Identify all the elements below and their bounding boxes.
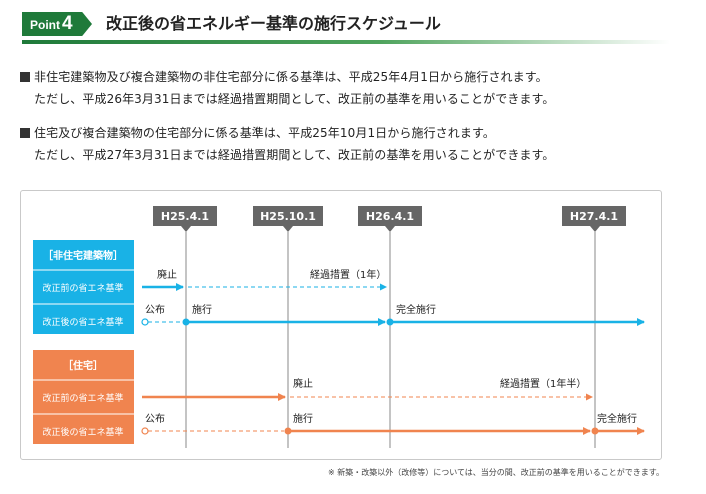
non-residential-old-standard-bar: 廃止 経過措置（1年） [142, 268, 387, 291]
row-label: 改正後の省エネ基準 [42, 426, 123, 438]
section-heading: ［住宅］ [63, 359, 103, 372]
badge-word: Point [30, 18, 60, 32]
transition-label: 経過措置（1年） [310, 268, 386, 281]
abolish-label: 廃止 [157, 268, 177, 281]
badge-number: 4 [62, 13, 73, 34]
row-label: 改正前の省エネ基準 [42, 282, 123, 294]
paragraph-non-residential: 非住宅建築物及び複合建築物の非住宅部分に係る基準は、平成25年4月1日から施行さ… [20, 66, 555, 110]
full-enforce-label: 完全施行 [396, 303, 436, 316]
paragraph-residential: 住宅及び複合建築物の住宅部分に係る基準は、平成25年10月1日から施行されます。… [20, 122, 555, 166]
paragraph-line: 住宅及び複合建築物の住宅部分に係る基準は、平成25年10月1日から施行されます。 [34, 126, 495, 140]
bullet-square-icon [20, 128, 30, 138]
title-underline [22, 40, 670, 44]
date-tag-h25-4-1: H25.4.1 [153, 206, 217, 232]
residential-old-standard-bar: 廃止 経過措置（1年半） [142, 377, 593, 401]
date-tag-h26-4-1: H26.4.1 [358, 206, 422, 232]
abolish-label: 廃止 [293, 377, 313, 390]
page-title: 改正後の省エネルギー基準の施行スケジュール [106, 14, 441, 33]
full-enforce-label: 完全施行 [597, 412, 637, 425]
date-label: H27.4.1 [570, 210, 618, 223]
row-label: 改正後の省エネ基準 [42, 316, 123, 328]
date-gridlines [185, 232, 596, 448]
announce-label: 公布 [145, 304, 165, 316]
non-residential-label-block: ［非住宅建築物］ 改正前の省エネ基準 改正後の省エネ基準 [33, 240, 134, 334]
section-heading: ［非住宅建築物］ [43, 249, 123, 262]
date-label: H26.4.1 [366, 210, 414, 223]
date-tag-h27-4-1: H27.4.1 [562, 206, 626, 232]
date-tag-h25-10-1: H25.10.1 [253, 206, 323, 232]
date-label: H25.10.1 [260, 210, 316, 223]
announce-label: 公布 [145, 413, 165, 425]
bullet-square-icon [20, 72, 30, 82]
enforce-label: 施行 [192, 303, 212, 316]
paragraph-line: ただし、平成26年3月31日までは経過措置期間として、改正前の基準を用いることが… [34, 92, 555, 106]
non-residential-new-standard-bar: 公布 施行 完全施行 [141, 303, 645, 326]
paragraph-line: 非住宅建築物及び複合建築物の非住宅部分に係る基準は、平成25年4月1日から施行さ… [34, 70, 548, 84]
paragraph-line: ただし、平成27年3月31日までは経過措置期間として、改正前の基準を用いることが… [34, 148, 555, 162]
transition-label: 経過措置（1年半） [500, 377, 586, 390]
point-badge: Point 4 [22, 12, 92, 36]
residential-label-block: ［住宅］ 改正前の省エネ基準 改正後の省エネ基準 [33, 350, 134, 444]
row-label: 改正前の省エネ基準 [42, 392, 123, 404]
enforce-label: 施行 [293, 412, 313, 425]
timeline-panel [20, 190, 662, 460]
date-label: H25.4.1 [161, 210, 209, 223]
footnote: ※ 新築・改築以外（改修等）については、当分の間、改正前の基準を用いることができ… [327, 468, 664, 477]
residential-new-standard-bar: 公布 施行 完全施行 [141, 412, 645, 435]
